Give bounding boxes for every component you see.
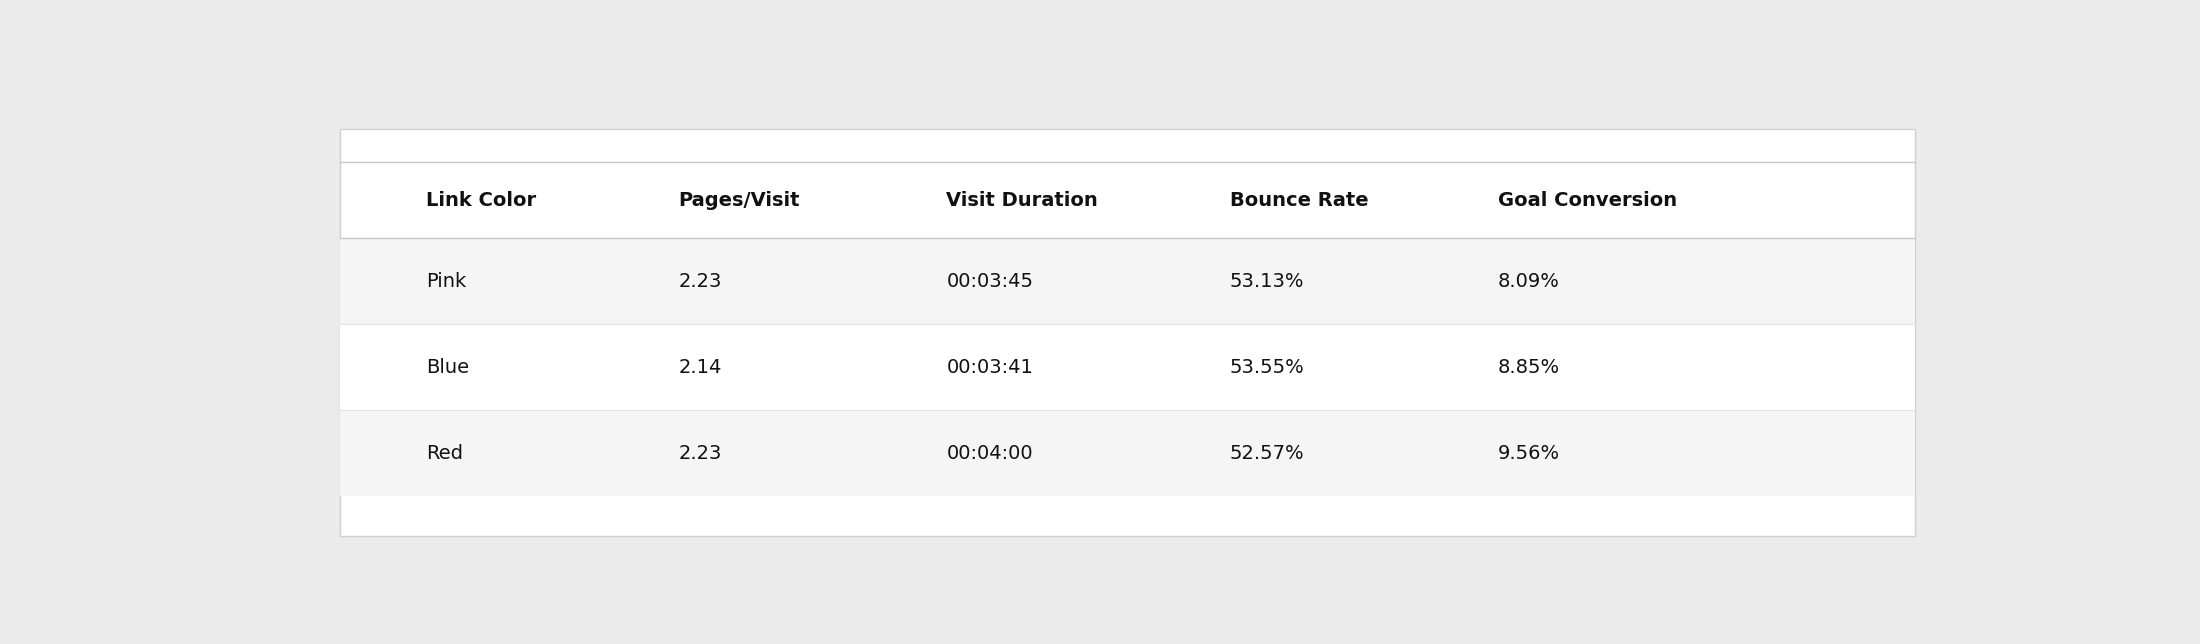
FancyBboxPatch shape	[339, 410, 1916, 497]
Text: 2.14: 2.14	[678, 358, 722, 377]
Text: 00:04:00: 00:04:00	[946, 444, 1034, 463]
Text: 52.57%: 52.57%	[1230, 444, 1305, 463]
Text: Blue: Blue	[427, 358, 469, 377]
Text: Goal Conversion: Goal Conversion	[1498, 191, 1676, 209]
Text: 53.55%: 53.55%	[1230, 358, 1305, 377]
Text: Pages/Visit: Pages/Visit	[678, 191, 801, 209]
Text: 53.13%: 53.13%	[1230, 272, 1305, 291]
Text: Link Color: Link Color	[427, 191, 537, 209]
Text: Red: Red	[427, 444, 464, 463]
Text: 2.23: 2.23	[678, 444, 722, 463]
FancyBboxPatch shape	[339, 238, 1916, 325]
Text: 9.56%: 9.56%	[1498, 444, 1560, 463]
Text: 8.09%: 8.09%	[1498, 272, 1560, 291]
Text: 8.85%: 8.85%	[1498, 358, 1560, 377]
Text: 00:03:45: 00:03:45	[946, 272, 1034, 291]
FancyBboxPatch shape	[339, 325, 1916, 410]
Text: 2.23: 2.23	[678, 272, 722, 291]
FancyBboxPatch shape	[339, 129, 1916, 536]
Text: Pink: Pink	[427, 272, 466, 291]
Text: 00:03:41: 00:03:41	[946, 358, 1034, 377]
Text: Bounce Rate: Bounce Rate	[1230, 191, 1368, 209]
Text: Visit Duration: Visit Duration	[946, 191, 1098, 209]
